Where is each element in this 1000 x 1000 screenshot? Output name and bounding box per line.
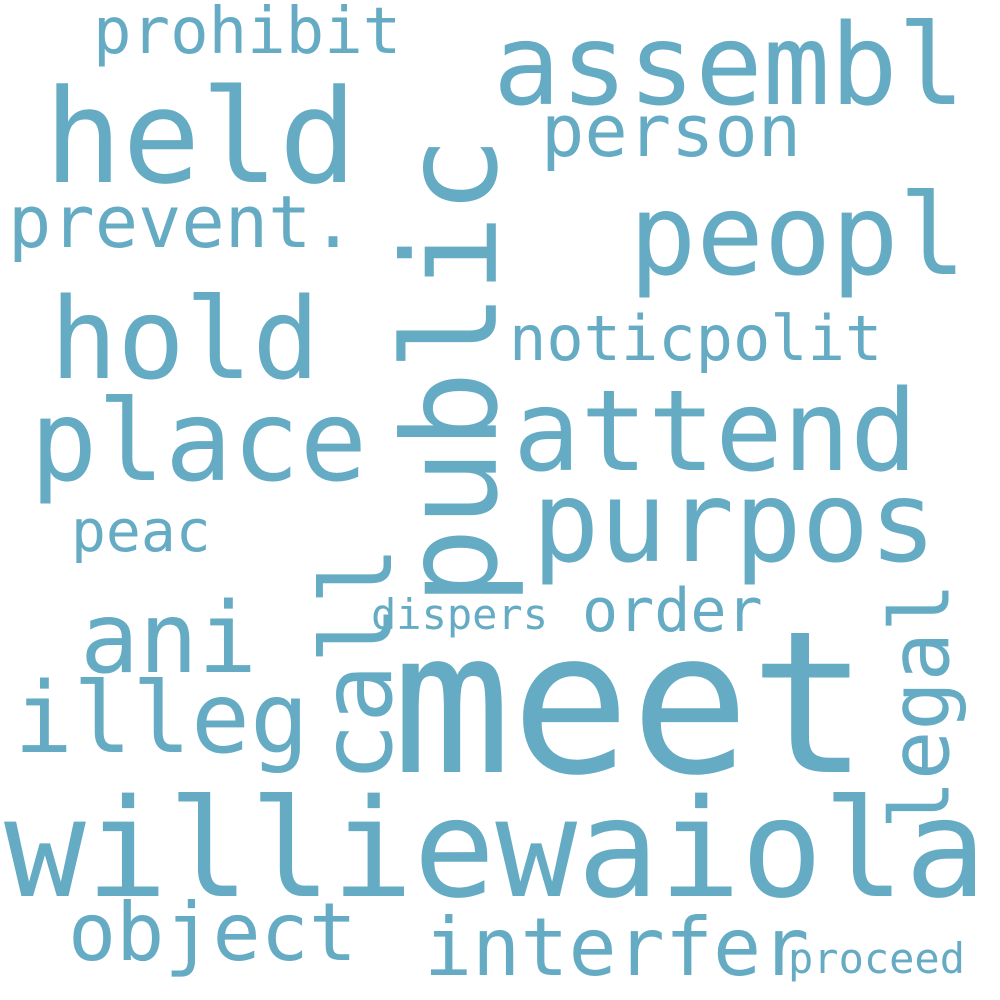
word-peac: peac xyxy=(71,497,211,565)
word-noticpolit: noticpolit xyxy=(509,302,883,375)
word-ani: ani xyxy=(80,582,258,696)
word-peopl: peopl xyxy=(629,171,967,301)
word-assembl: assembl xyxy=(493,1,966,131)
word-proceed: proceed xyxy=(788,934,966,983)
word-meet: meet xyxy=(392,588,869,819)
word-place: place xyxy=(30,377,368,507)
word-purpos: purpos xyxy=(532,458,937,588)
word-held: held xyxy=(44,61,358,213)
word-call: call xyxy=(301,545,416,783)
word-person: person xyxy=(541,89,802,173)
word-order: order xyxy=(582,576,763,646)
word-illeg: illeg xyxy=(14,662,310,776)
word-williewaiola: williewaiola xyxy=(4,771,987,929)
word-object: object xyxy=(68,886,357,979)
word-hold: hold xyxy=(50,275,320,405)
word-legal: legal xyxy=(873,582,969,830)
word-prevent: prevent. xyxy=(8,180,355,264)
word-dispers: dispers xyxy=(371,590,549,639)
word-attend: attend xyxy=(513,367,918,497)
word-interfer: interfer xyxy=(424,901,810,994)
word-prohibit: prohibit xyxy=(93,0,402,69)
word-public: public xyxy=(374,136,527,606)
